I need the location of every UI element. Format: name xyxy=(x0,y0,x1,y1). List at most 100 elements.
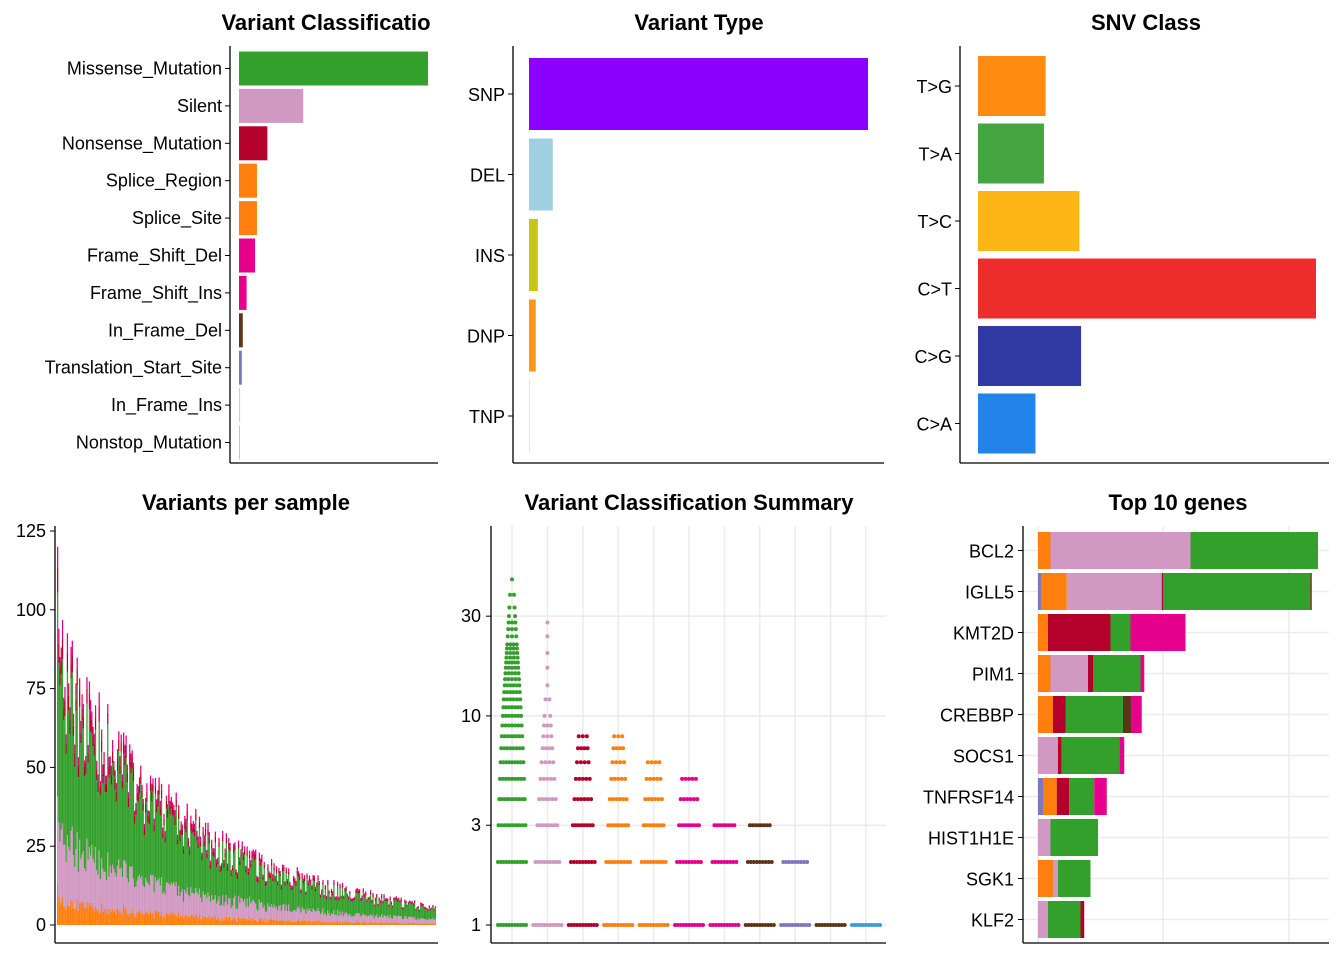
summary-point xyxy=(506,671,511,676)
sample-bar-segment xyxy=(99,879,102,914)
y-tick-label: IGLL5 xyxy=(965,583,1014,603)
sample-bar-segment xyxy=(236,872,238,876)
sample-bar-segment xyxy=(236,879,238,909)
summary-point xyxy=(517,683,522,688)
sample-bar-segment xyxy=(416,909,418,920)
sample-bar-segment xyxy=(107,703,109,713)
sample-bar-segment xyxy=(365,893,367,895)
sample-bar-segment xyxy=(280,887,283,890)
sample-bar-segment xyxy=(401,908,404,910)
sample-bar-segment xyxy=(178,912,180,925)
summary-point xyxy=(602,923,607,927)
summary-point xyxy=(522,776,527,781)
sample-bar-segment xyxy=(143,835,146,888)
sample-bar-segment xyxy=(214,836,216,843)
sample-bar-segment xyxy=(325,895,328,898)
sample-bar-segment xyxy=(191,828,193,834)
summary-point xyxy=(651,776,656,781)
sample-bar-segment xyxy=(369,914,372,922)
summary-point xyxy=(507,760,512,765)
sample-bar-segment xyxy=(366,899,368,901)
summary-point xyxy=(520,734,525,739)
summary-point xyxy=(660,860,665,865)
summary-column xyxy=(779,860,812,927)
summary-point xyxy=(793,923,798,927)
sample-bar-segment xyxy=(310,884,312,911)
sample-bar-segment xyxy=(251,901,253,919)
sample-bar-segment xyxy=(226,920,229,925)
sample-bar-segment xyxy=(239,860,241,866)
sample-bar-segment xyxy=(207,822,209,829)
sample-bar-segment xyxy=(186,887,188,917)
sample-bar-segment xyxy=(214,895,216,916)
sample-bar-segment xyxy=(248,854,251,859)
sample-bar-segment xyxy=(305,891,307,894)
sample-bar-segment xyxy=(301,875,303,879)
sample-bar-segment xyxy=(160,783,163,790)
summary-point xyxy=(655,776,660,781)
sample-bar-segment xyxy=(423,908,426,920)
sample-bar-segment xyxy=(121,877,124,916)
summary-point xyxy=(514,642,519,647)
summary-point xyxy=(572,923,577,927)
sample-bar-segment xyxy=(211,844,213,849)
sample-bar-segment xyxy=(206,850,208,854)
sample-bar-segment xyxy=(296,908,298,921)
sample-bar-segment xyxy=(123,904,125,925)
sample-bar-segment xyxy=(97,911,99,925)
summary-point xyxy=(504,650,509,655)
sample-bar-segment xyxy=(251,854,253,859)
sample-bar-segment xyxy=(303,909,306,920)
sample-bar-segment xyxy=(366,923,368,925)
sample-bar-segment xyxy=(217,857,219,861)
sample-bar-segment xyxy=(368,922,371,925)
sample-bar-segment xyxy=(64,700,66,717)
sample-bar-segment xyxy=(261,854,263,860)
summary-point xyxy=(589,923,594,927)
gene-bar-segment xyxy=(1038,655,1051,692)
sample-bar-segment xyxy=(366,900,368,903)
sample-bar-segment xyxy=(406,918,408,924)
sample-bar-segment xyxy=(81,854,83,901)
sample-bar-segment xyxy=(416,907,418,909)
gene-bar-segment xyxy=(1058,860,1091,897)
sample-bar-segment xyxy=(225,833,227,838)
sample-bar-segment xyxy=(400,901,402,916)
summary-point xyxy=(512,705,517,710)
sample-bar-segment xyxy=(77,777,80,872)
sample-bar-segment xyxy=(219,872,221,906)
sample-bar-segment xyxy=(418,919,421,924)
summary-point xyxy=(858,923,863,927)
sample-bar-segment xyxy=(308,878,311,882)
sample-bar-segment xyxy=(230,869,232,873)
sample-bar-segment xyxy=(288,871,290,875)
sample-bar-segment xyxy=(351,900,353,902)
sample-bar-segment xyxy=(300,912,302,922)
sample-bar-segment xyxy=(143,914,146,925)
sample-bar-segment xyxy=(118,751,120,860)
sample-bar-segment xyxy=(270,858,273,863)
sample-bar-segment xyxy=(81,900,83,925)
bar-ins xyxy=(529,219,538,291)
sample-bar-segment xyxy=(325,922,328,925)
sample-bar-segment xyxy=(104,783,106,792)
summary-point xyxy=(496,823,501,828)
gene-bar-segment xyxy=(1041,573,1067,610)
sample-bar-segment xyxy=(92,726,94,735)
summary-point xyxy=(728,860,733,865)
sample-bar-segment xyxy=(247,906,249,920)
sample-bar-segment xyxy=(380,897,383,915)
summary-point xyxy=(690,776,695,781)
sample-bar-segment xyxy=(428,918,430,923)
sample-bar-segment xyxy=(393,922,395,925)
sample-bar-segment xyxy=(268,918,270,925)
gene-bar-segment xyxy=(1043,778,1057,815)
sample-bar-segment xyxy=(224,848,226,853)
sample-bar-segment xyxy=(275,873,278,907)
sample-bar-segment xyxy=(236,908,238,922)
sample-bar-segment xyxy=(362,888,364,891)
summary-point xyxy=(605,923,609,927)
summary-point xyxy=(550,746,555,751)
summary-point xyxy=(516,713,521,718)
sample-bar-segment xyxy=(316,882,318,885)
